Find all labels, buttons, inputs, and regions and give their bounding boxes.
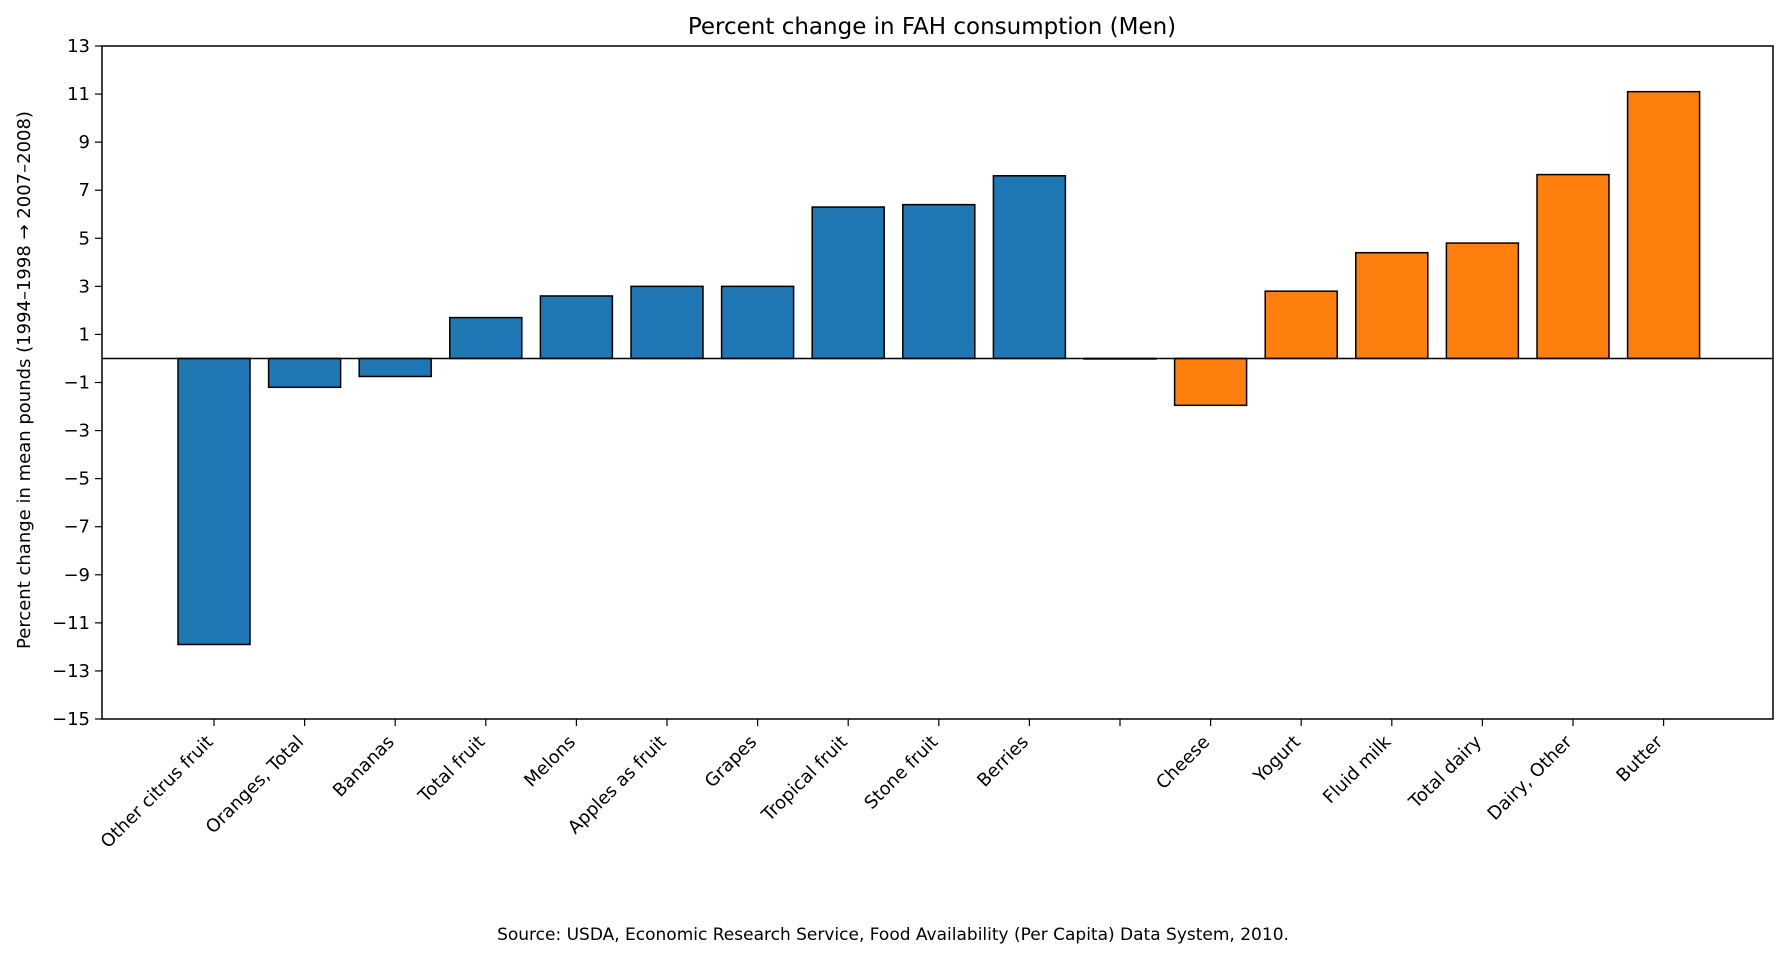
y-tick-label: 9 bbox=[79, 132, 90, 153]
y-tick-label: −11 bbox=[52, 613, 90, 634]
bar-apples-as-fruit bbox=[630, 285, 704, 360]
bar-fluid-milk bbox=[1355, 251, 1429, 360]
y-tick-label: 5 bbox=[79, 228, 90, 249]
x-tick-label: Melons bbox=[520, 732, 580, 792]
x-tick-label: Oranges, Total bbox=[202, 732, 308, 838]
bar-berries bbox=[992, 175, 1067, 360]
bar-bananas bbox=[358, 357, 432, 378]
x-tick-label: Bananas bbox=[329, 732, 399, 802]
y-tick-label: −3 bbox=[63, 421, 90, 442]
plot-area-frame bbox=[101, 45, 1774, 720]
x-tick-label: Total fruit bbox=[414, 732, 490, 808]
x-tick-label: Butter bbox=[1612, 731, 1667, 786]
x-tick-label: Dairy, Other bbox=[1484, 731, 1577, 824]
source-note: Source: USDA, Economic Research Service,… bbox=[497, 925, 1289, 945]
y-tick-label: −7 bbox=[63, 517, 90, 538]
x-tick-label: Fluid milk bbox=[1319, 731, 1396, 808]
x-tick-label: Cheese bbox=[1152, 732, 1214, 794]
y-tick-label: 7 bbox=[79, 180, 90, 201]
x-tick-label: Tropical fruit bbox=[757, 732, 852, 827]
bar-other-citrus-fruit bbox=[177, 357, 251, 646]
x-tick-label: Stone fruit bbox=[860, 732, 942, 814]
bar-dairy-other bbox=[1536, 173, 1610, 360]
y-tick-label: −9 bbox=[63, 565, 90, 586]
bar-yogurt bbox=[1264, 290, 1338, 360]
chart-title: Percent change in FAH consumption (Men) bbox=[688, 14, 1176, 40]
y-tick-label: 3 bbox=[79, 276, 90, 297]
y-tick-label: −15 bbox=[52, 709, 90, 730]
y-tick-label: 13 bbox=[67, 36, 90, 57]
x-tick-label: Yogurt bbox=[1249, 732, 1305, 788]
y-tick-label: −5 bbox=[63, 469, 90, 490]
y-tick-label: 11 bbox=[67, 84, 90, 105]
x-tick-label: Total dairy bbox=[1404, 731, 1486, 813]
x-tick-label: Grapes bbox=[701, 732, 761, 792]
y-axis-label: Percent change in mean pounds (1994–1998… bbox=[14, 111, 35, 649]
y-tick-label: −13 bbox=[52, 661, 90, 682]
bar-total-dairy bbox=[1445, 242, 1520, 360]
x-tick-label: Berries bbox=[973, 732, 1033, 792]
bar-stone-fruit bbox=[902, 203, 976, 360]
bar-butter bbox=[1626, 90, 1701, 360]
y-tick-label: 1 bbox=[79, 324, 90, 345]
bar-oranges-total bbox=[267, 357, 342, 389]
bar-grapes bbox=[720, 285, 795, 360]
y-tick-label: −1 bbox=[63, 373, 90, 394]
bar-cheese bbox=[1173, 357, 1248, 407]
bar-total-fruit bbox=[449, 316, 523, 360]
x-tick-label: Apples as fruit bbox=[564, 732, 671, 839]
bars-layer bbox=[177, 90, 1701, 646]
x-tick-label: Other citrus fruit bbox=[97, 732, 218, 853]
bar-melons bbox=[539, 295, 614, 360]
bar-tropical-fruit bbox=[811, 206, 885, 360]
